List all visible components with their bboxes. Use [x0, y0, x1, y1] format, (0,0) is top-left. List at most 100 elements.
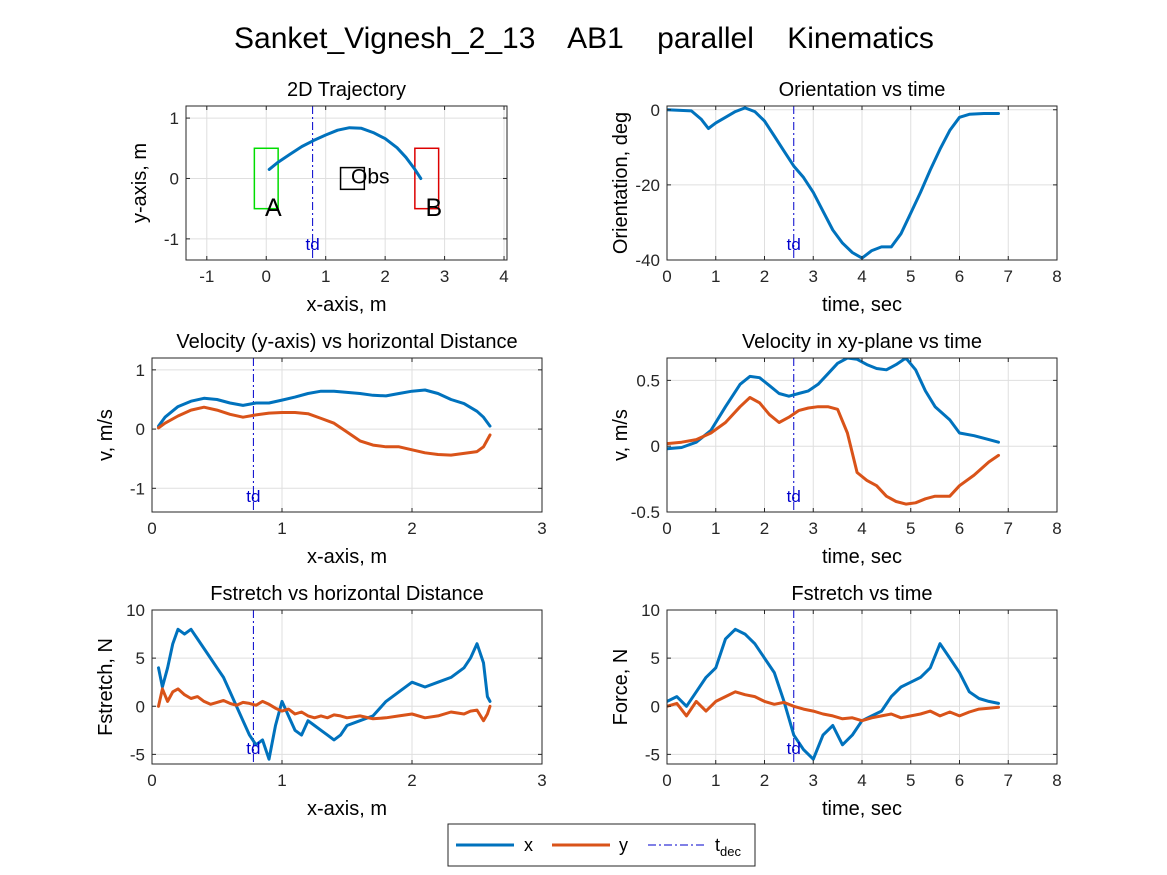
- annotation-box-start_box: [253, 147, 279, 210]
- x-tick-label: 3: [440, 267, 449, 286]
- x-axis-label: time, sec: [822, 546, 902, 568]
- subplot-orient: td 0 1 2 3 4 5 6 7 8 -40 -20 0 Orientation vs time tim…: [610, 79, 1062, 316]
- legend-x-label: x: [524, 835, 533, 855]
- y-axis-label: v, m/s: [95, 409, 117, 461]
- series-line-x: [157, 627, 492, 761]
- subplot-title: Velocity (y-axis) vs horizontal Distance: [176, 331, 517, 353]
- legend-tdec-label: tdec: [715, 835, 741, 859]
- y-tick-label: 0: [651, 437, 660, 456]
- x-tick-label: 3: [809, 519, 818, 538]
- series-line-x: [667, 627, 1000, 761]
- x-tick-label: 0: [147, 519, 156, 538]
- series-line-y: [667, 690, 1000, 723]
- y-tick-label: 1: [136, 361, 145, 380]
- plot-area: [667, 358, 1000, 512]
- annotation-label: Obs: [351, 165, 390, 188]
- y-tick-label: 1: [170, 109, 179, 128]
- plot-area: [157, 610, 492, 764]
- y-axis-label: Orientation, deg: [610, 112, 632, 254]
- y-tick-label: 5: [651, 649, 660, 668]
- legend-tdec-main: t: [715, 835, 720, 855]
- subplot-title: Orientation vs time: [779, 79, 946, 101]
- x-tick-label: 8: [1052, 267, 1061, 286]
- x-tick-label: 6: [955, 771, 964, 790]
- plot-area: [667, 610, 1000, 764]
- x-tick-label: 4: [857, 267, 866, 286]
- x-tick-label: 6: [955, 267, 964, 286]
- y-tick-label: -5: [130, 745, 145, 764]
- legend-y-label: y: [619, 835, 628, 855]
- axes-frame: [151, 357, 543, 513]
- y-tick-label: 0: [170, 169, 179, 188]
- subplot-title: Fstretch vs time: [791, 583, 932, 605]
- plot-area: [253, 106, 440, 260]
- y-tick-label: -0.5: [631, 503, 660, 522]
- y-tick-label: 0: [651, 101, 660, 120]
- x-tick-label: 3: [537, 519, 546, 538]
- y-tick-label: 0: [136, 420, 145, 439]
- legend: x y tdec: [447, 823, 756, 867]
- subplot-title: Velocity in xy-plane vs time: [742, 331, 982, 353]
- annotation-label: B: [426, 194, 443, 222]
- x-tick-label: 0: [662, 267, 671, 286]
- y-tick-label: 0.5: [636, 371, 660, 390]
- y-axis-label: y-axis, m: [129, 143, 151, 223]
- x-tick-label: -1: [199, 267, 214, 286]
- tdec-label: td: [787, 739, 801, 758]
- x-tick-label: 4: [857, 771, 866, 790]
- x-tick-label: 7: [1004, 771, 1013, 790]
- x-tick-label: 3: [809, 771, 818, 790]
- tdec-label: td: [246, 739, 260, 758]
- subplot-grid: A B Obs td -1 0 1 2 3 4 -1 0 1 2D Trajectory x-axis, m…: [95, 79, 1062, 820]
- y-tick-label: 0: [136, 697, 145, 716]
- series-line-x: [667, 106, 1000, 260]
- subplot-vel_dist: td 0 1 2 3 -1 0 1 Velocity (y-axis) vs horizonta…: [95, 331, 547, 568]
- x-tick-label: 6: [955, 519, 964, 538]
- plot-area: [157, 358, 492, 512]
- x-tick-label: 2: [407, 519, 416, 538]
- x-tick-label: 2: [760, 267, 769, 286]
- x-tick-label: 2: [760, 519, 769, 538]
- x-axis-label: x-axis, m: [307, 294, 387, 316]
- x-tick-label: 0: [262, 267, 271, 286]
- x-tick-label: 5: [906, 771, 915, 790]
- y-axis-label: Force, N: [610, 649, 632, 726]
- x-axis-label: x-axis, m: [307, 798, 387, 820]
- subplot-title: 2D Trajectory: [287, 79, 406, 101]
- series-line-y: [667, 396, 1000, 506]
- subplot-traj: A B Obs td -1 0 1 2 3 4 -1 0 1 2D Trajectory x-axis, m…: [129, 79, 509, 316]
- axes-frame: [151, 609, 543, 765]
- x-tick-label: 1: [277, 771, 286, 790]
- y-tick-label: 10: [126, 601, 145, 620]
- x-tick-label: 1: [711, 771, 720, 790]
- y-tick-label: -1: [130, 479, 145, 498]
- y-tick-label: -20: [635, 176, 660, 195]
- y-tick-label: -40: [635, 251, 660, 270]
- x-tick-label: 0: [662, 771, 671, 790]
- x-tick-label: 1: [711, 267, 720, 286]
- x-tick-label: 8: [1052, 519, 1061, 538]
- series-line-x: [157, 388, 492, 428]
- x-axis-label: x-axis, m: [307, 546, 387, 568]
- x-tick-label: 7: [1004, 267, 1013, 286]
- tdec-label: td: [787, 235, 801, 254]
- annotation-label: A: [265, 194, 282, 222]
- y-tick-label: 0: [651, 697, 660, 716]
- series-line-x: [267, 126, 423, 180]
- x-tick-label: 5: [906, 519, 915, 538]
- x-tick-label: 1: [321, 267, 330, 286]
- x-axis-label: time, sec: [822, 294, 902, 316]
- x-tick-label: 5: [906, 267, 915, 286]
- x-tick-label: 2: [760, 771, 769, 790]
- series-line-x: [667, 358, 1000, 451]
- y-tick-label: -5: [645, 745, 660, 764]
- y-tick-label: 5: [136, 649, 145, 668]
- x-axis-label: time, sec: [822, 798, 902, 820]
- tdec-label: td: [787, 487, 801, 506]
- x-tick-label: 4: [499, 267, 508, 286]
- tdec-label: td: [306, 235, 320, 254]
